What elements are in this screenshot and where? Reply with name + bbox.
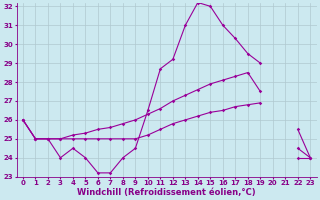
X-axis label: Windchill (Refroidissement éolien,°C): Windchill (Refroidissement éolien,°C) xyxy=(77,188,256,197)
